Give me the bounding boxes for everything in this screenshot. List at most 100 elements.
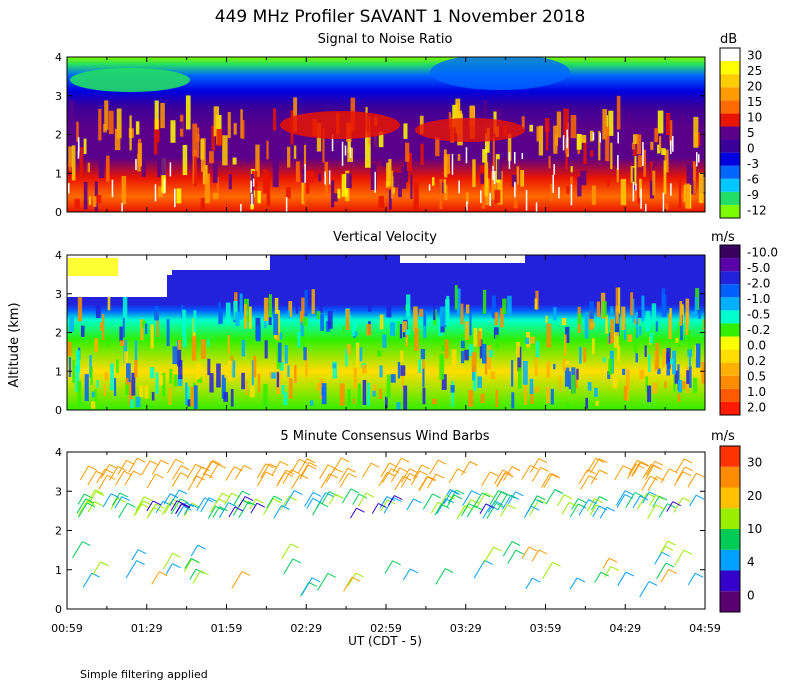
colorbar-swatch [720,271,740,285]
vv-streak [379,365,383,378]
barb-texture [72,457,705,598]
wind-barb [228,506,236,518]
wind-barb [87,501,95,513]
snr-gap [672,135,674,152]
wind-barb [590,469,600,485]
snr-streak [211,125,215,151]
snr-gap [480,190,482,203]
snr-streak [443,179,447,193]
snr-streak [157,142,161,178]
snr-streak [209,151,214,164]
snr-streak [521,116,525,129]
snr-streak [370,163,377,190]
wind-barb [482,505,491,519]
wind-barb-feather [481,492,491,498]
snr-gap [121,203,123,212]
colorbar-frame [719,244,741,416]
vv-streak [150,324,154,349]
y-tick-label: 4 [55,51,62,64]
vv-field [67,255,705,410]
vv-streak [276,371,280,388]
vv-streak [255,325,261,342]
snr-gap [525,190,528,211]
vv-streak [185,386,190,404]
vv-streak [647,385,652,403]
wind-barb-feather [334,467,343,473]
vv-streak [366,324,372,336]
wind-barb-feather [606,506,615,512]
snr-gap [331,133,334,152]
snr-streak [233,123,237,135]
vv-streak [546,323,552,348]
snr-streak [496,159,502,180]
vv-streak [402,321,408,333]
snr-streak [381,149,387,167]
vv-streak [241,339,246,357]
snr-title: Signal to Noise Ratio [318,32,453,47]
vv-streak [177,339,182,367]
wind-barb [273,505,282,519]
wind-barb-feather [231,492,240,498]
vv-streak [607,371,611,379]
snr-streak [337,188,341,199]
vv-streak [227,360,233,382]
snr-gap [558,186,560,199]
vv-streak [688,349,691,368]
snr-streak [272,156,279,188]
snr-streak [88,196,92,205]
snr-gap [349,147,352,158]
wind-barb-feather [682,471,692,477]
wind-barb [328,493,336,505]
vv-streak [535,386,540,393]
vv-streak [304,289,308,317]
wind-barb [196,497,206,512]
wind-barb [654,552,663,565]
snr-gap [341,141,344,166]
vv-streak [193,385,198,410]
wind-barb-feather [365,492,375,498]
y-tick-label: 2 [55,129,62,142]
snr-streak [322,128,325,163]
vv-streak [134,340,138,364]
vv-streak [481,343,487,364]
vv-streak [666,347,671,369]
barb-field [67,452,705,609]
wind-barb [146,507,154,519]
snr-streak [250,173,254,205]
wind-barb-feather [696,472,705,478]
snr-gap [250,180,252,193]
snr-streak [76,121,79,142]
vv-streak [166,319,170,347]
vv-streak [517,346,522,372]
snr-streak [548,155,551,169]
snr-streak [293,145,297,159]
vv-streak [345,349,348,367]
wind-barb-feather [248,501,257,507]
vv-streak [561,318,567,326]
vv-streak [287,310,290,319]
vv-streak [677,380,683,393]
wind-barb-feather [106,474,116,480]
vv-streak [269,372,272,379]
snr-streak [465,192,469,204]
wind-barb [146,473,157,489]
wind-barb [456,505,466,519]
colorbar-swatch [720,258,740,272]
vv-streak [460,350,465,364]
colorbar-swatch [720,349,740,363]
vv-streak [477,376,482,388]
snr-gap [458,180,460,194]
wind-barb [183,503,191,515]
wind-barb-feather [370,462,380,468]
y-tick-label: 0 [55,404,62,417]
wind-barb-feather [595,457,604,463]
wind-barb [202,460,212,476]
wind-barb-feather [350,488,360,494]
x-tick-label: 04:59 [689,622,721,635]
vv-streak [332,363,337,369]
vv-streak [682,381,686,390]
snr-streak [610,142,613,170]
colorbar-label: 0.2 [747,354,766,368]
snr-streak [576,134,582,150]
vv-streak [617,345,621,362]
